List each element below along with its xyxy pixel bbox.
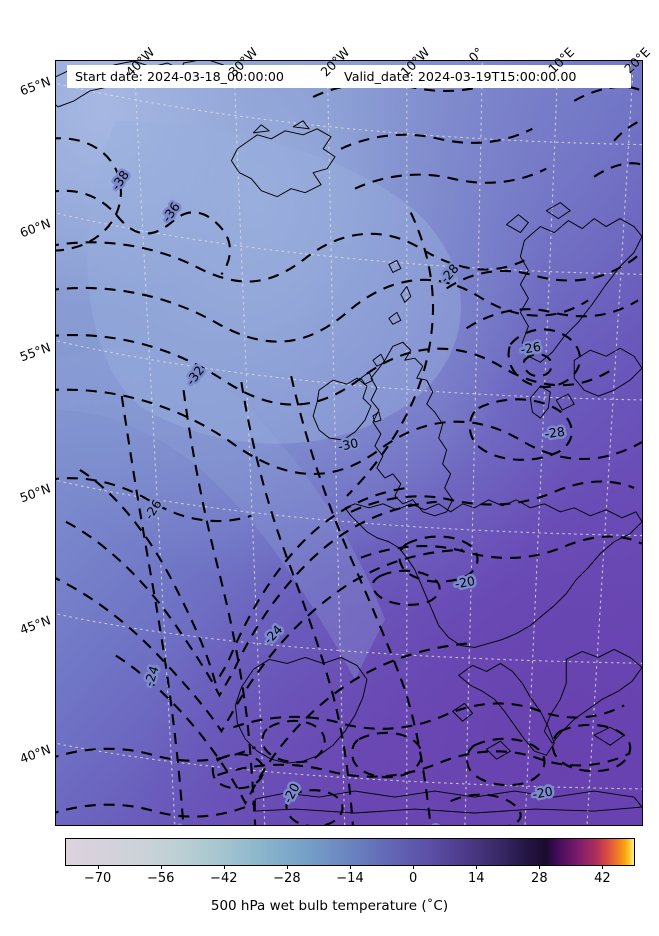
colorbar-tickmark xyxy=(539,865,541,869)
lat-tick-2: 55°N xyxy=(17,339,53,365)
start-date-label: Start date: 2024-03-18_00:00:00 xyxy=(75,69,285,84)
valid-date-label: Valid_date: 2024-03-19T15:00:00.00 xyxy=(344,69,577,84)
colorbar-tickmark xyxy=(476,865,478,869)
colorbar[interactable]: −70 −56 −42 −28 −14 0 14 28 42 xyxy=(65,838,635,886)
colorbar-tickmark xyxy=(413,865,415,869)
colorbar-tick-label: −28 xyxy=(273,871,301,886)
colorbar-tick-label: 0 xyxy=(408,871,418,886)
contour-label: -28 xyxy=(544,424,566,442)
contour-label: -30 xyxy=(337,435,360,454)
lat-tick-5: 40°N xyxy=(17,741,53,767)
lat-tick-4: 45°N xyxy=(17,612,53,638)
temperature-field xyxy=(56,61,642,825)
colorbar-gradient xyxy=(66,839,634,865)
colorbar-tickmark xyxy=(286,865,288,869)
lat-tick-1: 60°N xyxy=(17,215,53,241)
info-banner: Start date: 2024-03-18_00:00:00 Valid_da… xyxy=(67,65,631,88)
colorbar-tick-label: 28 xyxy=(531,871,548,886)
lat-tick-3: 50°N xyxy=(17,480,53,506)
lat-tick-0: 65°N xyxy=(17,73,53,99)
colorbar-tickmark xyxy=(223,865,225,869)
colorbar-tick-label: 42 xyxy=(594,871,611,886)
colorbar-tick-label: −70 xyxy=(83,871,112,886)
contour-label: -20 xyxy=(454,573,477,591)
colorbar-tickmark xyxy=(350,865,351,869)
contour-label: -26 xyxy=(519,339,542,357)
colorbar-tick-label: 14 xyxy=(467,871,485,886)
colorbar-tick-label: −56 xyxy=(146,871,175,886)
coastlines xyxy=(56,61,642,814)
map-axes[interactable]: -38-36-32-30-28-26-28-26-24-24-20-20-20-… xyxy=(55,60,643,826)
colorbar-tickmark xyxy=(160,865,162,869)
graticule xyxy=(56,61,642,825)
colorbar-tick-label: −42 xyxy=(210,871,238,886)
colorbar-title: 500 hPa wet bulb temperature (˚C) xyxy=(210,898,449,914)
colorbar-tickmark xyxy=(602,865,604,869)
contour-label: -20 xyxy=(531,783,554,801)
map-canvas: -38-36-32-30-28-26-28-26-24-24-20-20-20-… xyxy=(56,61,642,825)
colorbar-tick-label: −14 xyxy=(336,871,364,886)
colorbar-tickmark xyxy=(97,865,99,869)
contour-lines xyxy=(56,67,642,825)
